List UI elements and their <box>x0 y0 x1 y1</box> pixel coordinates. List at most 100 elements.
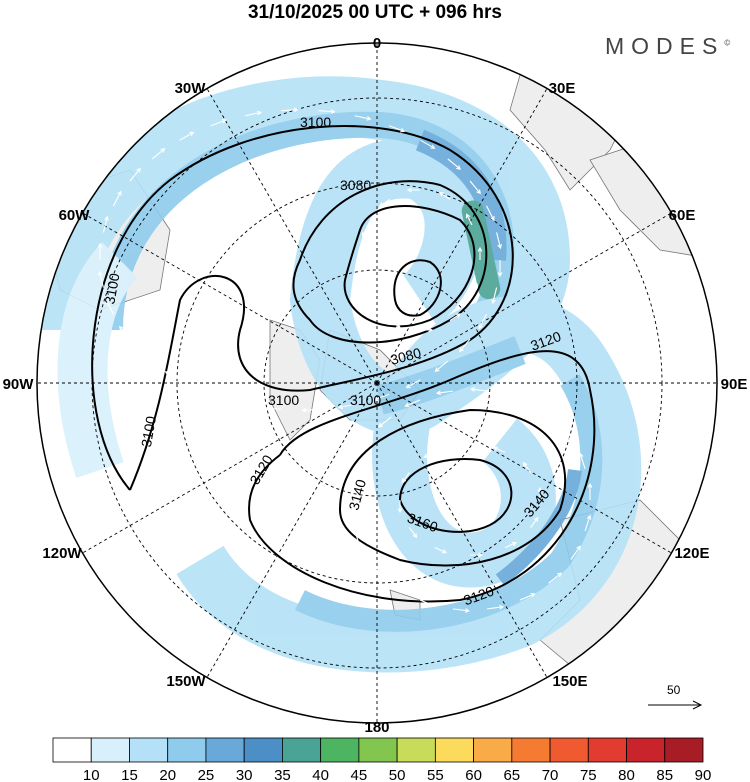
colorbar-swatch <box>434 737 474 763</box>
reference-vector: 50 <box>648 683 703 710</box>
wind-arrow <box>264 406 282 411</box>
colorbar-swatch <box>205 737 245 763</box>
colorbar-tick-label: 30 <box>236 767 253 782</box>
wind-arrow <box>348 468 356 486</box>
colorbar-tick-label: 85 <box>656 767 673 782</box>
wind-arrow <box>561 426 572 441</box>
wind-arrow <box>447 158 462 170</box>
meridian-line <box>206 382 378 678</box>
colorbar-swatch <box>282 737 322 763</box>
wind-arrow <box>389 320 401 328</box>
wind-arrow <box>373 393 390 401</box>
wind-arrow <box>504 541 517 549</box>
wind-arrow <box>548 572 563 584</box>
colorbar-tick-label: 90 <box>695 767 712 782</box>
colorbar-tick-label: 10 <box>83 767 100 782</box>
lon-label-90w: 90W <box>3 376 35 393</box>
wind-arrow <box>491 287 498 305</box>
logo-copyright: © <box>724 38 731 48</box>
wind-arrow <box>537 486 543 500</box>
logo-text: MODES <box>605 33 725 59</box>
colorbar-tick-label: 15 <box>121 767 138 782</box>
wind-arrow <box>102 215 109 233</box>
wind-arrow <box>535 406 549 418</box>
wind-arrow <box>587 482 593 500</box>
wind-arrow <box>401 472 410 484</box>
meridian-line <box>82 382 378 554</box>
meridian-line <box>376 382 548 678</box>
contour-label: 3080 <box>340 177 371 193</box>
wind-arrow <box>138 350 153 362</box>
wind-arrow <box>423 451 436 459</box>
colorbar-tick-label: 50 <box>389 767 406 782</box>
lon-label-90e: 90E <box>721 376 748 393</box>
wind-arrow <box>434 360 449 372</box>
wind-arrow <box>465 213 473 226</box>
colorbar-swatch <box>473 737 513 763</box>
wind-arrow <box>367 294 375 307</box>
wind-arrow <box>368 559 379 574</box>
colorbar-swatch <box>664 737 704 763</box>
wind-arrow <box>228 399 246 405</box>
wind-arrow <box>578 452 586 470</box>
contour-label: 3140 <box>345 477 369 511</box>
wind-arrow <box>391 582 405 594</box>
wind-arrow <box>113 190 122 207</box>
wind-arrow <box>486 205 495 222</box>
wind-arrow <box>420 327 434 333</box>
wind-arrow <box>105 298 114 315</box>
lon-label-120e: 120E <box>674 545 709 562</box>
wind-arrow <box>470 387 488 392</box>
colorbar-swatch <box>243 737 283 763</box>
wind-arrow <box>404 399 421 408</box>
contour-label: 3100 <box>350 392 381 408</box>
wind-arrow <box>439 192 451 200</box>
colorbar-tick-label: 25 <box>198 767 215 782</box>
wind-arrow <box>496 232 503 250</box>
wind-arrow <box>377 416 392 428</box>
wind-arrow <box>504 392 521 401</box>
wind-arrow <box>456 442 470 448</box>
meridian-line <box>376 382 672 554</box>
wind-arrow <box>354 115 372 121</box>
contour-label: 3100 <box>101 272 122 306</box>
wind-arrow <box>362 224 369 237</box>
reference-arrowhead <box>692 700 703 710</box>
wind-arrow <box>469 180 481 195</box>
wind-speed-shading <box>37 76 642 673</box>
wind-arrow <box>435 390 453 396</box>
longitude-labels: 0 30E 60E 90E 120E 150E 180 150W 120W 90… <box>3 35 748 736</box>
wind-arrow <box>470 552 484 558</box>
wind-arrow <box>449 313 461 322</box>
wind-arrow <box>493 446 506 453</box>
wind-arrow <box>459 338 471 353</box>
wind-arrow <box>210 119 227 127</box>
wind-arrow <box>151 148 166 160</box>
colorbar: 10 15 20 25 30 35 40 45 50 55 60 65 70 75 80 85 90 <box>52 737 712 782</box>
colorbar-swatch <box>52 737 92 763</box>
wind-arrow <box>570 545 581 560</box>
contour-label: 3080 <box>389 344 423 368</box>
colorbar-tick-label: 60 <box>465 767 482 782</box>
colorbar-swatch <box>167 737 207 763</box>
wind-arrow <box>379 198 391 207</box>
lon-label-150w: 150W <box>166 673 206 690</box>
contour-label: 3100 <box>300 114 331 130</box>
colorbar-tick-label: 75 <box>580 767 597 782</box>
wind-arrow <box>194 387 212 395</box>
colorbar-tick-label: 80 <box>618 767 635 782</box>
colorbar-swatch <box>511 737 551 763</box>
lon-label-180: 180 <box>364 719 389 736</box>
wind-arrow <box>388 125 406 133</box>
wind-arrow <box>420 139 436 149</box>
map-boundary <box>36 42 718 724</box>
contour-label: 3100 <box>138 415 159 449</box>
wind-arrow <box>452 608 470 613</box>
lon-label-60e: 60E <box>669 207 696 224</box>
lon-label-30w: 30W <box>175 80 207 97</box>
colorbar-tick-label: 65 <box>503 767 520 782</box>
wind-arrow <box>487 604 505 610</box>
wind-arrow <box>406 187 420 193</box>
lon-label-150e: 150E <box>552 673 587 690</box>
